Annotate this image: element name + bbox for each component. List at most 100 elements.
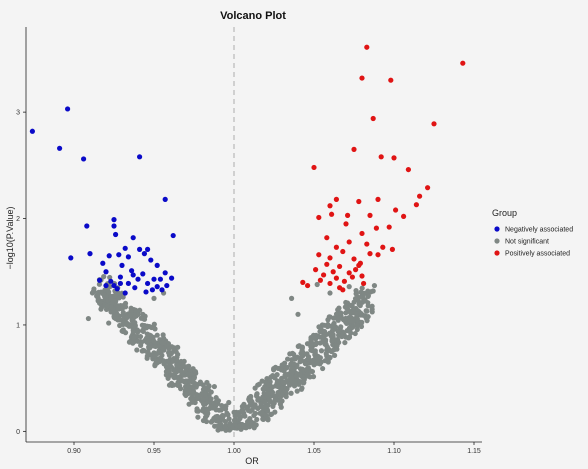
point-not-significant <box>275 383 281 390</box>
point-not-significant <box>354 322 360 328</box>
point-positively-associated <box>364 44 370 50</box>
point-positively-associated <box>351 256 357 262</box>
point-positively-associated <box>316 214 322 221</box>
point-negatively-associated <box>111 217 117 223</box>
point-not-significant <box>359 285 365 291</box>
point-not-significant <box>260 416 266 422</box>
point-negatively-associated <box>154 262 160 268</box>
point-not-significant <box>145 338 151 344</box>
x-axis-label: OR <box>245 456 259 466</box>
x-tick-label: 1.00 <box>227 448 241 455</box>
point-not-significant <box>248 397 254 403</box>
point-not-significant <box>236 423 242 429</box>
point-negatively-associated <box>148 257 154 263</box>
point-not-significant <box>314 358 320 365</box>
point-not-significant <box>279 362 285 368</box>
y-tick-label: 1 <box>16 322 20 329</box>
y-tick-label: 0 <box>16 429 20 436</box>
point-negatively-associated <box>65 106 71 112</box>
point-positively-associated <box>401 213 407 220</box>
point-not-significant <box>292 356 298 362</box>
point-not-significant <box>266 382 272 388</box>
point-negatively-associated <box>103 269 109 275</box>
point-not-significant <box>245 418 251 425</box>
point-not-significant <box>179 378 185 384</box>
point-not-significant <box>255 397 261 403</box>
point-not-significant <box>95 292 101 298</box>
point-negatively-associated <box>29 128 35 134</box>
series-positively-associated <box>300 44 466 293</box>
point-negatively-associated <box>87 251 93 257</box>
point-not-significant <box>134 347 140 353</box>
point-not-significant <box>289 375 295 381</box>
point-not-significant <box>268 411 274 418</box>
point-not-significant <box>168 380 175 386</box>
point-not-significant <box>338 310 344 316</box>
point-not-significant <box>310 357 316 363</box>
point-not-significant <box>320 365 326 372</box>
point-not-significant <box>297 372 303 378</box>
point-not-significant <box>301 377 307 383</box>
axes: 0.90 0.95 1.00 1.05 1.10 1.15 0 1 2 3 <box>16 27 482 455</box>
point-not-significant <box>278 367 285 373</box>
point-positively-associated <box>361 280 367 287</box>
point-positively-associated <box>431 121 437 127</box>
point-not-significant <box>287 351 293 357</box>
point-positively-associated <box>346 239 352 245</box>
point-not-significant <box>265 391 271 397</box>
point-not-significant <box>170 358 176 364</box>
point-not-significant <box>151 295 157 301</box>
point-not-significant <box>239 407 245 413</box>
x-tick-label: 0.95 <box>147 448 161 455</box>
point-not-significant <box>242 413 248 419</box>
point-not-significant <box>112 293 118 299</box>
point-positively-associated <box>321 272 327 278</box>
point-not-significant <box>244 405 250 412</box>
point-not-significant <box>275 379 281 385</box>
point-not-significant <box>371 282 378 289</box>
point-positively-associated <box>346 270 352 276</box>
point-negatively-associated <box>122 245 128 251</box>
point-negatively-associated <box>111 223 117 229</box>
point-not-significant <box>327 314 333 320</box>
point-negatively-associated <box>137 154 143 160</box>
point-not-significant <box>352 330 358 337</box>
point-negatively-associated <box>169 275 175 281</box>
point-not-significant <box>147 345 153 351</box>
point-positively-associated <box>375 252 381 258</box>
point-not-significant <box>175 344 181 350</box>
point-not-significant <box>90 288 97 294</box>
point-not-significant <box>263 385 269 391</box>
point-positively-associated <box>389 246 395 252</box>
point-negatively-associated <box>106 253 112 259</box>
point-positively-associated <box>337 263 343 270</box>
point-not-significant <box>314 281 320 288</box>
point-not-significant <box>116 295 122 301</box>
point-positively-associated <box>380 244 386 250</box>
point-not-significant <box>131 334 138 340</box>
y-axis-label: −log10(P.Value) <box>5 207 15 270</box>
point-not-significant <box>310 374 317 380</box>
point-not-significant <box>154 358 160 364</box>
point-not-significant <box>174 357 180 363</box>
point-not-significant <box>348 302 354 308</box>
point-not-significant <box>342 339 348 346</box>
point-positively-associated <box>413 202 419 208</box>
point-positively-associated <box>356 198 362 205</box>
point-negatively-associated <box>81 156 87 162</box>
point-negatively-associated <box>151 276 157 282</box>
point-positively-associated <box>353 267 359 273</box>
point-positively-associated <box>327 255 333 261</box>
y-tick-label: 2 <box>16 216 20 223</box>
point-negatively-associated <box>135 276 141 282</box>
point-not-significant <box>318 348 325 354</box>
point-not-significant <box>324 323 331 330</box>
point-not-significant <box>108 296 114 302</box>
point-not-significant <box>304 341 311 347</box>
point-not-significant <box>186 371 192 377</box>
y-tick-label: 3 <box>16 110 20 117</box>
point-positively-associated <box>324 235 330 241</box>
point-not-significant <box>213 414 219 420</box>
point-not-significant <box>271 365 277 372</box>
point-positively-associated <box>351 146 357 152</box>
